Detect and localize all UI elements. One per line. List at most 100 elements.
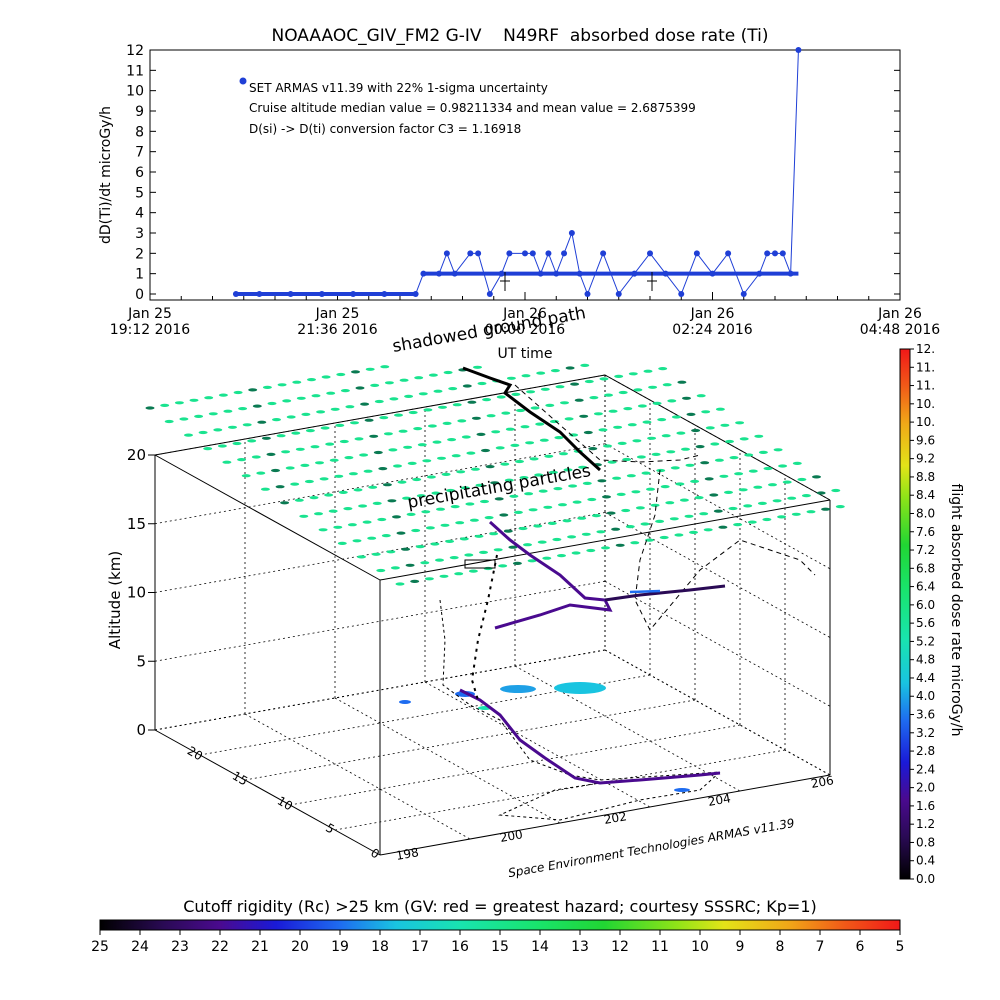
rigidity-dot xyxy=(607,460,617,464)
rigidity-dot xyxy=(369,434,379,438)
data-point xyxy=(568,230,575,236)
rigidity-dot xyxy=(430,542,440,546)
rigidity-dot xyxy=(652,401,662,405)
dose-tick-label: 10. xyxy=(916,415,935,429)
rigidity-dot xyxy=(271,468,280,473)
rigidity-tick-label: 11 xyxy=(651,939,669,955)
rigidity-dot xyxy=(632,439,642,443)
rigidity-dot xyxy=(281,450,291,454)
rigidity-dot xyxy=(392,515,401,519)
data-point xyxy=(381,291,388,297)
rigidity-dot xyxy=(232,441,242,446)
rigidity-dot xyxy=(720,423,730,427)
data-point xyxy=(693,250,700,257)
rigidity-dot xyxy=(324,493,334,497)
rigidity-dot xyxy=(294,498,304,502)
rigidity-dot xyxy=(748,469,758,473)
rigidity-dot xyxy=(343,507,353,511)
rigidity-dot xyxy=(377,517,387,522)
data-point xyxy=(631,270,638,277)
rigidity-dot xyxy=(695,445,705,449)
floor-gridline xyxy=(244,713,471,840)
rigidity-dot xyxy=(768,483,777,487)
rigidity-dot xyxy=(304,479,314,484)
rigidity-dot xyxy=(628,372,638,376)
rigidity-dot xyxy=(286,415,296,419)
dose-tick-label: 12. xyxy=(916,342,935,356)
rigidity-dot xyxy=(276,434,286,438)
rigidity-dot xyxy=(565,366,575,370)
rigidity-dot xyxy=(410,579,420,584)
ground-blob xyxy=(399,700,411,704)
rigidity-dot xyxy=(204,396,214,400)
rigidity-dot xyxy=(812,475,821,479)
data-point xyxy=(787,270,794,277)
dose-tick-label: 5.6 xyxy=(916,616,935,630)
rigidity-dot xyxy=(671,415,681,419)
x-tick-label: 19:12 2016 xyxy=(110,322,191,338)
rigidity-dot xyxy=(498,564,508,568)
rigidity-dot xyxy=(398,429,408,433)
shadow-track xyxy=(439,599,722,821)
rigidity-dot xyxy=(618,390,628,395)
rigidity-dot xyxy=(728,506,738,511)
rigidity-dot xyxy=(388,448,398,452)
rigidity-dot xyxy=(494,497,504,501)
box-grid xyxy=(154,374,831,840)
lat-tick-label: 5 xyxy=(323,821,337,837)
rigidity-dot xyxy=(352,539,362,543)
rigidity-dot xyxy=(574,398,584,402)
rigidity-dot xyxy=(425,526,435,530)
rigidity-dot xyxy=(563,468,573,472)
rigidity-dot xyxy=(543,505,553,509)
rigidity-dot xyxy=(509,494,519,498)
rigidity-dot xyxy=(363,469,373,473)
rigidity-dot xyxy=(414,376,424,380)
rigidity-dot xyxy=(656,468,666,473)
rigidity-dot xyxy=(379,416,389,420)
rigidity-dot xyxy=(417,443,427,447)
rigidity-dot xyxy=(791,512,801,516)
rigidity-dot xyxy=(454,572,464,576)
rigidity-dot xyxy=(616,492,626,496)
rigidity-dot xyxy=(418,392,428,396)
rigidity-dot xyxy=(307,378,316,382)
rigidity-dot xyxy=(553,487,563,491)
rigidity-dot xyxy=(604,393,613,397)
rigidity-tick-label: 21 xyxy=(251,939,269,955)
rigidity-dot xyxy=(277,383,287,387)
rigidity-dot xyxy=(500,462,510,466)
cutoff-rigidity-sheet xyxy=(145,363,845,586)
rigidity-dot xyxy=(223,409,233,413)
y-tick-label: 6 xyxy=(135,165,144,181)
rigidity-dot xyxy=(602,495,611,499)
rigidity-dot xyxy=(519,476,529,480)
rigidity-dot xyxy=(569,433,579,437)
rigidity-dot xyxy=(441,472,451,476)
rigidity-dot xyxy=(387,499,397,503)
floor-gridline xyxy=(334,697,561,824)
rigidity-dot xyxy=(718,525,728,529)
dose-tick-label: 8.0 xyxy=(916,506,935,520)
dose-tick-label: 1.6 xyxy=(916,799,935,813)
data-point xyxy=(764,250,771,257)
rigidity-colorbar-gradient xyxy=(99,919,901,931)
rigidity-dot xyxy=(530,406,540,410)
rigidity-dot xyxy=(511,392,521,396)
rigidity-dot xyxy=(633,388,643,392)
dose-tick-label: 6.0 xyxy=(916,598,935,612)
rigidity-dot xyxy=(476,432,486,436)
wall-gridline xyxy=(604,512,831,638)
rigidity-dot xyxy=(198,430,208,435)
rigidity-dot xyxy=(299,514,309,518)
track-descent xyxy=(488,520,613,630)
rigidity-dot xyxy=(431,491,441,495)
rigidity-dot xyxy=(337,541,347,546)
rigidity-tick-label: 5 xyxy=(896,939,905,955)
rigidity-dot xyxy=(360,402,370,406)
rigidity-dot xyxy=(658,367,668,371)
rigidity-dot xyxy=(650,503,660,507)
rigidity-dot xyxy=(461,435,471,439)
rigidity-tick-label: 7 xyxy=(816,939,825,955)
